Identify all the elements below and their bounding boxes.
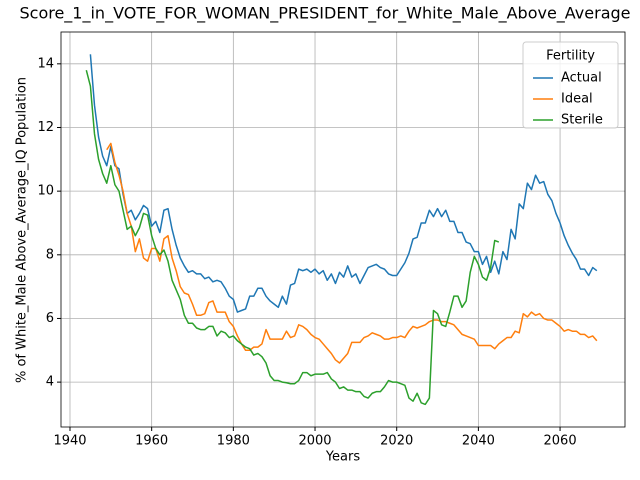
y-tick-label: 10 — [37, 184, 54, 199]
y-tick-label: 12 — [37, 120, 54, 135]
chart-title: Score_1_in_VOTE_FOR_WOMAN_PRESIDENT_for_… — [19, 4, 630, 24]
data-line — [85, 70, 500, 406]
data-line — [106, 142, 598, 364]
legend-label: Actual — [561, 71, 602, 86]
y-tick-label: 8 — [46, 247, 54, 262]
plot-frame — [60, 31, 626, 428]
x-tick-label: 1960 — [135, 434, 168, 449]
legend-label: Sterile — [561, 113, 603, 128]
x-tick-label: 2020 — [380, 434, 413, 449]
legend-label: Ideal — [561, 92, 593, 107]
legend-box — [522, 41, 619, 129]
y-tick-label: 14 — [37, 56, 54, 71]
x-tick-label: 1980 — [217, 434, 250, 449]
x-tick-label: 1940 — [53, 434, 86, 449]
y-tick-label: 6 — [46, 311, 54, 326]
data-line — [89, 54, 598, 313]
legend-title: Fertility — [546, 49, 595, 64]
y-tick-label: 4 — [46, 375, 54, 390]
x-tick-label: 2040 — [462, 434, 495, 449]
x-axis-label: Years — [325, 450, 361, 465]
x-tick-label: 2060 — [544, 434, 577, 449]
y-axis-label: % of White_Male Above_Average_IQ Populat… — [15, 77, 30, 383]
x-tick-label: 2000 — [298, 434, 331, 449]
